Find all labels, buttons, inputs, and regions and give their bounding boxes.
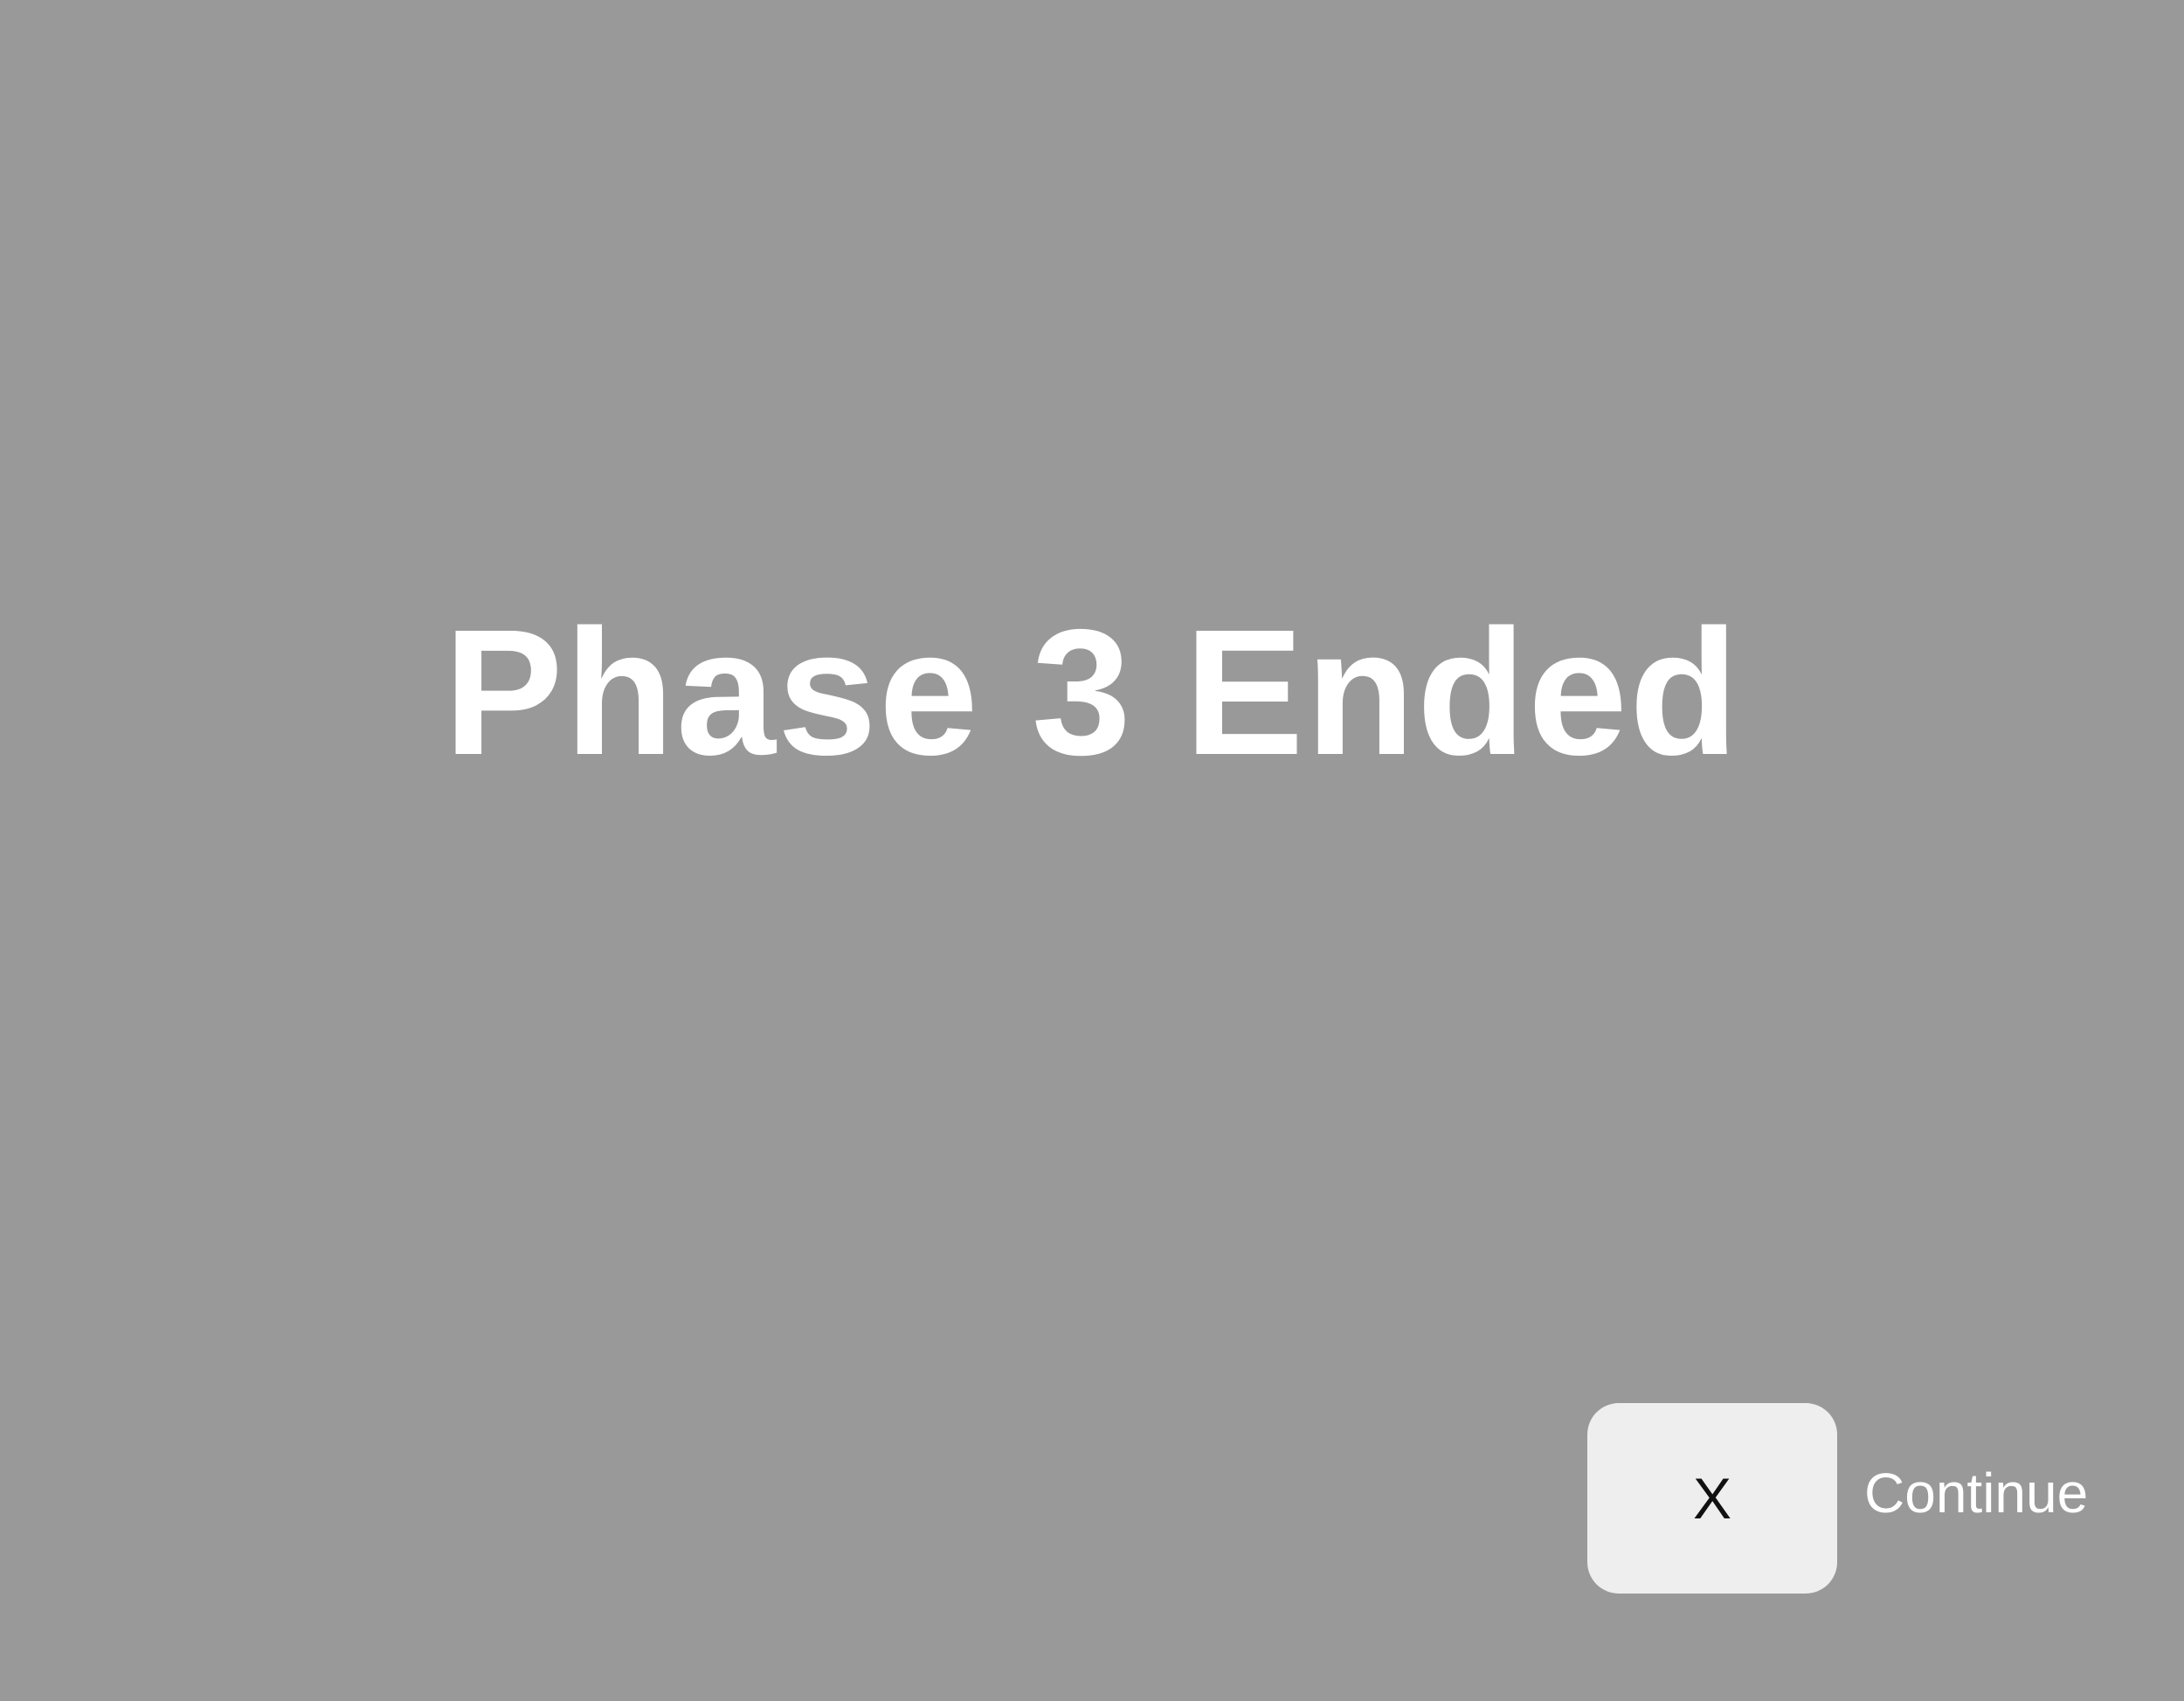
phase-ended-title: Phase 3 Ended — [443, 592, 1741, 792]
continue-key-button[interactable]: X — [1587, 1403, 1837, 1594]
continue-label: Continue — [1864, 1462, 2089, 1525]
